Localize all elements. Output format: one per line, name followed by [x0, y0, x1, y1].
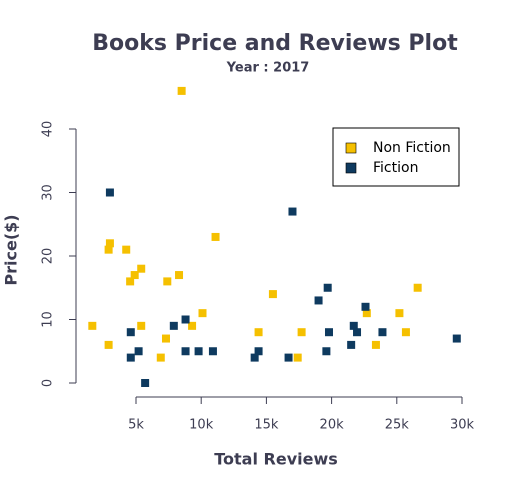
point [211, 232, 220, 241]
legend-label: Fiction [373, 160, 418, 176]
point [288, 207, 297, 216]
point [122, 245, 131, 254]
point [104, 340, 113, 349]
point [401, 328, 410, 337]
point [126, 277, 135, 286]
point [177, 86, 186, 95]
point [198, 309, 207, 318]
point [284, 353, 293, 362]
point [105, 188, 114, 197]
legend-label: Non Fiction [373, 140, 451, 156]
point [378, 328, 387, 337]
point [156, 353, 165, 362]
point [314, 296, 323, 305]
x-tick-label: 30k [450, 418, 475, 433]
point [126, 353, 135, 362]
x-tick-label: 20k [320, 418, 345, 433]
x-tick-label: 25k [385, 418, 410, 433]
legend-box [332, 127, 460, 187]
point [137, 321, 146, 330]
point [293, 353, 302, 362]
x-axis-label: Total Reviews [214, 450, 338, 469]
point [349, 321, 358, 330]
y-tick-label: 10 [41, 311, 56, 328]
y-tick-label: 20 [41, 248, 56, 265]
point [194, 347, 203, 356]
point [208, 347, 217, 356]
point [250, 353, 259, 362]
point [371, 340, 380, 349]
point [141, 379, 150, 387]
point [130, 271, 139, 280]
point [161, 334, 170, 343]
point [104, 245, 113, 254]
legend-swatch [345, 142, 357, 154]
point [181, 347, 190, 356]
y-tick-label: 0 [41, 379, 56, 387]
point [353, 328, 362, 337]
chart-subtitle: Year : 2017 [226, 61, 310, 76]
y-tick-label: 30 [41, 184, 56, 201]
point [395, 309, 404, 318]
y-axis-label: Price($) [2, 214, 21, 285]
legend-swatch [345, 162, 357, 174]
point [323, 283, 332, 292]
point [413, 283, 422, 292]
point [254, 328, 263, 337]
point [88, 321, 97, 330]
point [105, 239, 114, 248]
point [181, 315, 190, 324]
point [268, 290, 277, 299]
chart-title: Books Price and Reviews Plot [92, 31, 458, 56]
point [254, 347, 263, 356]
point [324, 328, 333, 337]
point [188, 321, 197, 330]
point [322, 347, 331, 356]
point [175, 271, 184, 280]
point [362, 309, 371, 318]
point [297, 328, 306, 337]
point [134, 347, 143, 356]
point [347, 340, 356, 349]
y-tick-label: 40 [41, 121, 56, 138]
x-tick-label: 10k [189, 418, 214, 433]
point [137, 264, 146, 273]
point [452, 334, 461, 343]
point [361, 302, 370, 311]
point [126, 328, 135, 337]
x-tick-label: 5k [128, 418, 144, 433]
point [163, 277, 172, 286]
point [169, 321, 178, 330]
x-tick-label: 15k [254, 418, 279, 433]
